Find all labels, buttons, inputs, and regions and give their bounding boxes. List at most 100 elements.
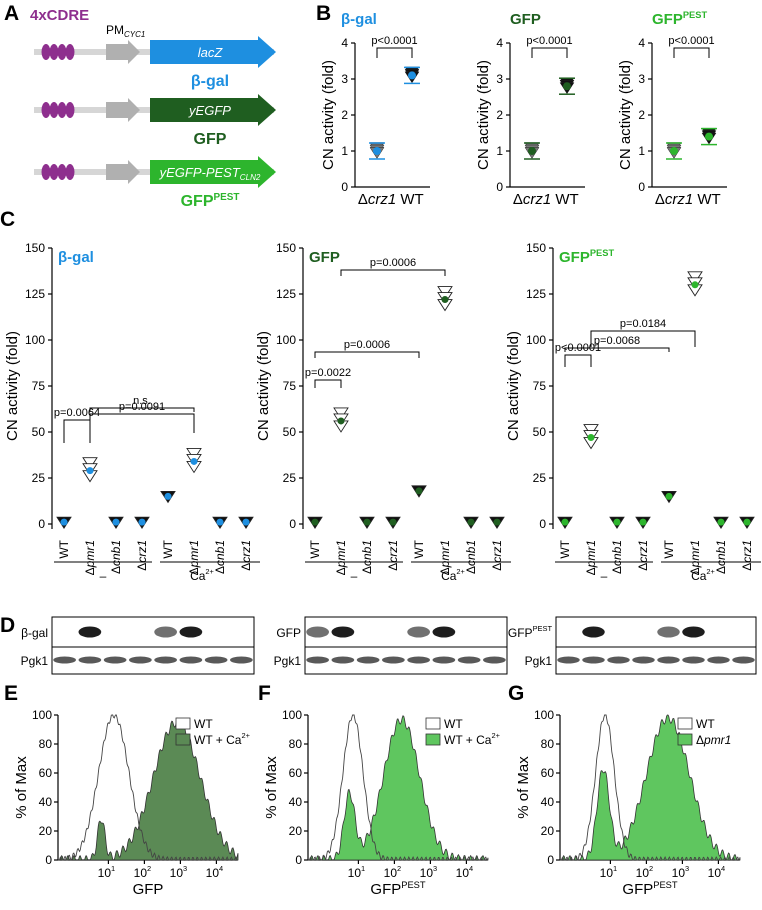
p-value: p=0.0022 <box>305 367 351 379</box>
x-category-label: Δpmr1 <box>584 540 598 575</box>
histogram-filled <box>308 715 489 861</box>
construct-name: GFP <box>194 131 227 148</box>
significance-bracket <box>376 47 413 58</box>
x-category-label: WT <box>412 539 426 558</box>
panel-b-title: GFP <box>510 11 541 28</box>
legend-swatch <box>677 717 693 730</box>
mean-marker <box>670 147 678 155</box>
legend-swatch <box>425 733 441 746</box>
data-point <box>687 271 703 284</box>
p-value: p=0.0091 <box>119 401 165 413</box>
blot-label-bottom: Pgk1 <box>21 654 49 668</box>
histogram-open <box>560 714 740 861</box>
construct-diagram: lacZ β-gal yEGFP GFP yEGFP-PESTCLN2 GFPPEST <box>34 36 276 210</box>
x-category-label: Δcrz1 <box>636 540 650 571</box>
p-value: n.s. <box>133 395 151 407</box>
gene-arrow <box>150 94 276 126</box>
blot-band <box>432 626 456 638</box>
x-tick-label: 104 <box>456 864 474 880</box>
histogram-open <box>58 714 238 861</box>
legend-label: Δpmr1 <box>696 733 731 747</box>
y-tick-label: 2 <box>638 108 645 122</box>
y-tick-label: 50 <box>283 425 297 439</box>
y-tick-label: 0 <box>547 853 554 867</box>
blot-label-top: GFP <box>276 626 301 640</box>
mean-marker <box>112 518 120 526</box>
panel-label-g: G <box>508 682 524 705</box>
y-axis-label: CN activity (fold) <box>4 331 21 441</box>
x-category-label: Δcnb1 <box>714 540 728 574</box>
x-tick-label: 101 <box>98 864 116 880</box>
mean-marker <box>717 518 725 526</box>
y-tick-label: 40 <box>39 795 53 809</box>
cdre-element <box>49 164 59 180</box>
y-tick-label: 40 <box>289 795 303 809</box>
panel-b-title: GFPPEST <box>652 10 707 28</box>
mean-marker <box>415 487 423 495</box>
y-tick-label: 1 <box>638 144 645 158</box>
y-tick-label: 100 <box>526 333 546 347</box>
panel-label-d: D <box>0 614 15 637</box>
x-tick-label: 102 <box>384 864 402 880</box>
y-axis-label: % of Max <box>13 756 30 819</box>
y-axis-label: CN activity (fold) <box>505 331 522 441</box>
blot-band <box>732 656 755 664</box>
y-tick-label: 0 <box>341 180 348 194</box>
panel-c-plots: 0 25 50 75 100 125 150 CN activity (fold) β-gal W… <box>4 241 761 583</box>
y-tick-label: 1 <box>496 144 503 158</box>
strain-label: WT <box>555 191 578 208</box>
blot-band <box>179 656 203 664</box>
y-tick-label: 150 <box>276 241 296 255</box>
cdre-label: 4xCDRE <box>30 7 89 24</box>
y-tick-label: 60 <box>541 766 555 780</box>
blot-band <box>78 656 102 664</box>
blot-band <box>331 656 355 664</box>
blot-band <box>154 656 177 664</box>
x-category-label: Δcnb1 <box>610 540 624 574</box>
mean-marker <box>242 518 250 526</box>
x-category-label: WT <box>57 539 71 558</box>
y-tick-label: 20 <box>541 824 555 838</box>
promoter-arrow <box>106 40 140 64</box>
mean-marker <box>705 132 713 141</box>
blot-band <box>457 656 481 664</box>
y-axis-label: % of Max <box>263 756 280 819</box>
mean-marker <box>743 518 751 526</box>
y-tick-label: 4 <box>496 36 503 50</box>
group-label-minus: – <box>351 569 358 583</box>
data-point <box>583 424 599 437</box>
x-axis-label: GFPPEST <box>370 880 425 898</box>
histogram-filled <box>560 714 741 861</box>
significance-bracket <box>531 47 568 58</box>
cdre-element <box>41 44 51 60</box>
histogram-filled <box>58 717 239 861</box>
mean-marker <box>691 281 699 289</box>
x-tick-label: 103 <box>170 864 188 880</box>
legend-label: WT <box>444 717 463 731</box>
mean-marker <box>190 457 198 465</box>
significance-bracket <box>673 47 710 58</box>
cdre-element <box>65 164 75 180</box>
blot-band <box>483 656 506 664</box>
y-tick-label: 2 <box>496 108 503 122</box>
blot-band <box>632 656 655 664</box>
x-tick-label: 103 <box>420 864 438 880</box>
p-value: p=0.0006 <box>370 257 416 269</box>
gene-label: lacZ <box>198 45 224 60</box>
y-tick-label: 0 <box>539 517 546 531</box>
blot-band <box>356 656 380 664</box>
blot-band <box>407 656 430 664</box>
gene-label: yEGFP <box>188 103 231 118</box>
y-tick-label: 0 <box>45 853 52 867</box>
mean-marker <box>337 417 345 425</box>
mean-marker <box>561 518 569 526</box>
x-category-label: Δcnb1 <box>360 540 374 574</box>
x-category-label: Δcrz1 <box>239 540 253 571</box>
blot-band <box>53 656 76 664</box>
blot-band <box>331 626 355 638</box>
construct-name: GFPPEST <box>181 192 240 210</box>
y-tick-label: 125 <box>526 287 546 301</box>
y-tick-label: 80 <box>541 737 555 751</box>
blot-band <box>78 626 102 638</box>
